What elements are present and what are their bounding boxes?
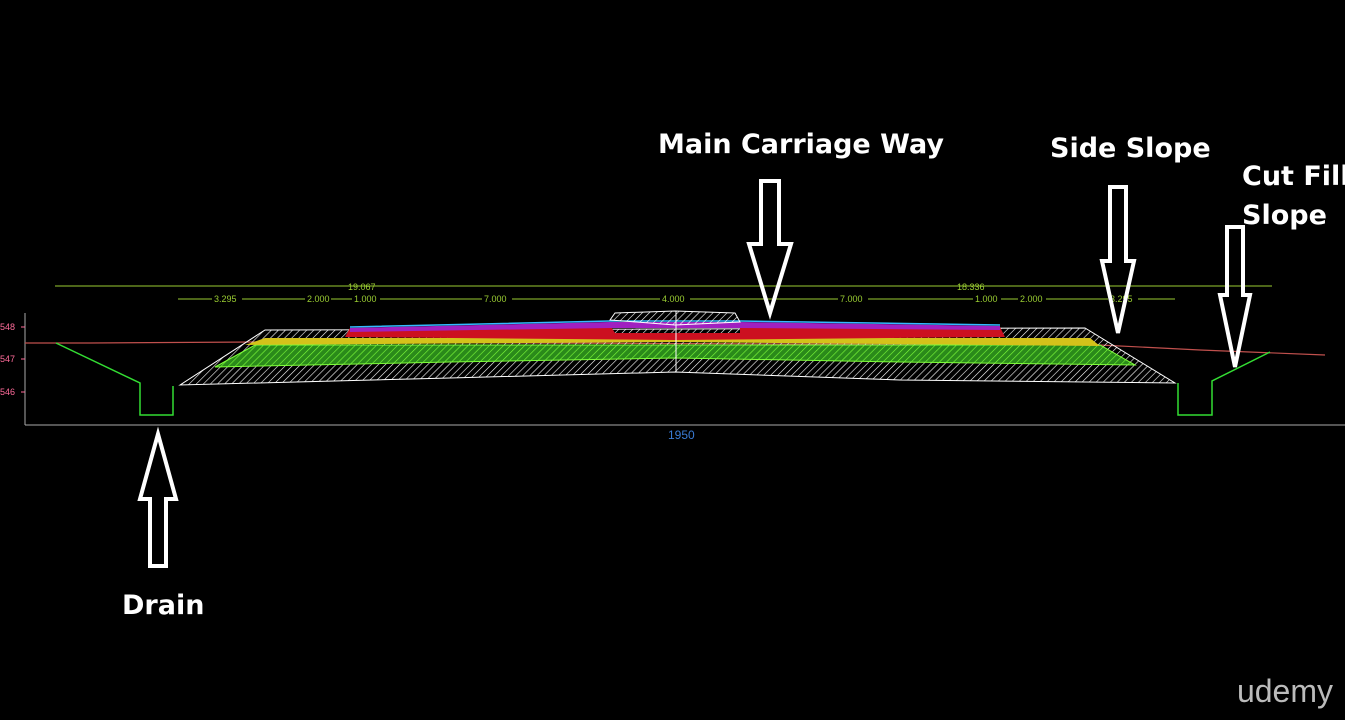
y-tick-label: 546 bbox=[0, 387, 15, 397]
dim-label: 1.000 bbox=[975, 294, 998, 304]
cut-fill-slope-arrow bbox=[1217, 225, 1253, 368]
y-tick-label: 547 bbox=[0, 354, 15, 364]
dim-total-left: 19.067 bbox=[348, 282, 376, 292]
label-main-carriage-way: Main Carriage Way bbox=[658, 129, 944, 160]
dim-label: 7.000 bbox=[484, 294, 507, 304]
y-ticks: 548 547 546 bbox=[0, 322, 25, 397]
station-label: 1950 bbox=[668, 428, 695, 442]
dim-label: 2.000 bbox=[307, 294, 330, 304]
dim-label: 3.295 bbox=[214, 294, 237, 304]
dim-label: 2.000 bbox=[1020, 294, 1043, 304]
dim-label: 4.000 bbox=[662, 294, 685, 304]
label-side-slope: Side Slope bbox=[1050, 133, 1211, 164]
dim-label: 7.000 bbox=[840, 294, 863, 304]
label-drain: Drain bbox=[122, 590, 205, 621]
label-slope: Slope bbox=[1242, 200, 1327, 231]
median bbox=[609, 310, 741, 326]
main-carriage-way-arrow bbox=[746, 179, 794, 320]
base-layer bbox=[245, 338, 1100, 346]
granular-layer bbox=[214, 344, 1137, 368]
dim-label: 1.000 bbox=[354, 294, 377, 304]
dim-label: 3.295 bbox=[1110, 294, 1133, 304]
y-tick-label: 548 bbox=[0, 322, 15, 332]
label-cut-fill: Cut Fill bbox=[1242, 161, 1345, 192]
bc-layer bbox=[350, 322, 1000, 332]
right-drain bbox=[1177, 351, 1271, 416]
drain-arrow bbox=[137, 426, 179, 568]
dim-total-right: 18.336 bbox=[957, 282, 985, 292]
left-drain bbox=[55, 342, 174, 416]
side-slope-arrow bbox=[1099, 185, 1137, 334]
udemy-watermark: udemy bbox=[1236, 673, 1333, 709]
